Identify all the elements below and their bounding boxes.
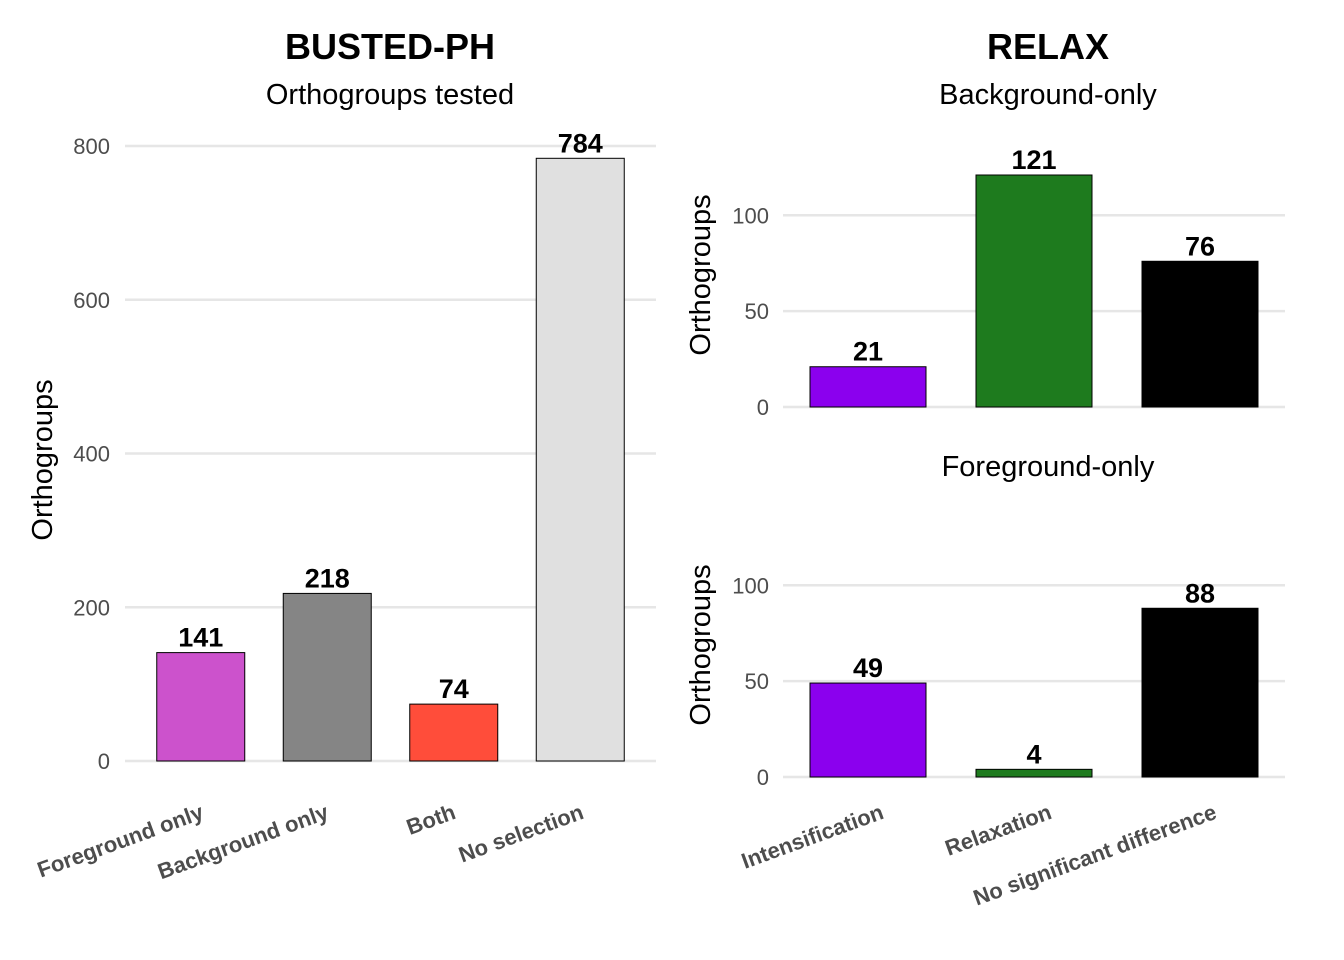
- busted-bar-background-only: [282, 592, 372, 762]
- busted-y-tick-label: 600: [73, 288, 110, 313]
- busted-value-label: 141: [178, 623, 223, 653]
- busted-category-label-no-selection: No selection: [455, 799, 586, 867]
- busted-bar-no-selection: [535, 157, 625, 762]
- busted-bar-foreground-only: [156, 652, 246, 762]
- busted-subtitle: Orthogroups tested: [266, 79, 514, 111]
- relax-foreground-bar-intensification: [809, 682, 927, 778]
- relax-background-value-label: 121: [1011, 145, 1056, 175]
- relax-background-plot: 0 50 100 21 121 76: [732, 145, 1285, 420]
- busted-value-label: 74: [439, 674, 469, 704]
- relax-background-value-label: 21: [853, 337, 883, 367]
- busted-y-tick-label: 0: [98, 749, 110, 774]
- relax-foreground-value-label: 88: [1185, 578, 1215, 608]
- busted-bar-both: [409, 703, 499, 762]
- relax-background-y-tick-label: 0: [757, 395, 769, 420]
- relax-foreground-y-axis-label: Orthogroups: [685, 564, 717, 725]
- relax-foreground-category-label-intensification: Intensification: [738, 799, 887, 873]
- relax-foreground-bar-no-significant-difference: [1141, 607, 1259, 778]
- relax-foreground-bar-relaxation: [975, 768, 1093, 778]
- busted-y-tick-label: 200: [73, 595, 110, 620]
- busted-title: BUSTED-PH: [285, 26, 495, 67]
- relax-background-value-label: 76: [1185, 231, 1215, 261]
- relax-foreground-y-tick-label: 0: [757, 765, 769, 790]
- relax-background-subtitle: Background-only: [939, 79, 1157, 111]
- relax-background-y-axis-label: Orthogroups: [685, 194, 717, 355]
- relax-background-y-tick-label: 100: [732, 203, 769, 228]
- busted-value-label: 784: [558, 128, 603, 158]
- relax-foreground-y-tick-label: 100: [732, 573, 769, 598]
- busted-y-tick-label: 400: [73, 442, 110, 467]
- busted-value-label: 218: [305, 563, 350, 593]
- relax-foreground-value-label: 49: [853, 653, 883, 683]
- relax-background-y-tick-label: 50: [745, 299, 769, 324]
- busted-category-label-both: Both: [403, 799, 459, 840]
- relax-background-bar-intensification: [809, 366, 927, 408]
- relax-foreground-y-tick-label: 50: [745, 669, 769, 694]
- relax-background-bar-no-significant-difference: [1141, 260, 1259, 408]
- relax-foreground-value-label: 4: [1026, 739, 1041, 769]
- relax-background-bar-relaxation: [975, 174, 1093, 408]
- relax-foreground-subtitle: Foreground-only: [942, 451, 1155, 483]
- relax-title: RELAX: [987, 26, 1109, 67]
- busted-y-axis-label: Orthogroups: [27, 379, 59, 540]
- busted-y-tick-label: 800: [73, 134, 110, 159]
- relax-foreground-category-label-relaxation: Relaxation: [942, 799, 1055, 861]
